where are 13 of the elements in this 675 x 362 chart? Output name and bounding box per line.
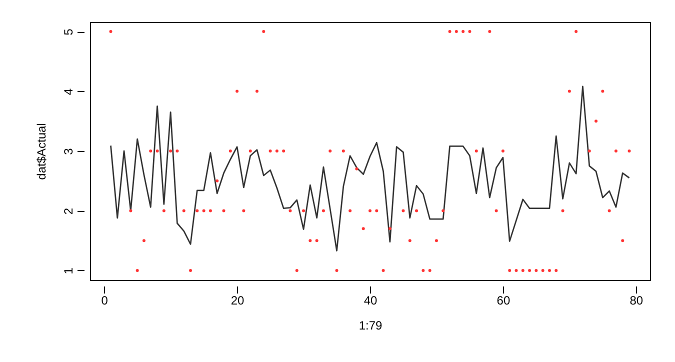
y-tick-label: 1	[62, 267, 76, 274]
x-axis-title: 1:79	[358, 318, 382, 332]
y-tick-label: 3	[62, 148, 76, 155]
y-tick-label: 4	[62, 88, 76, 96]
x-tick-label: 80	[630, 294, 644, 308]
x-tick-label: 40	[364, 294, 378, 308]
x-tick-label: 20	[230, 294, 245, 308]
line-series	[110, 86, 630, 252]
x-tick-label: 60	[496, 294, 510, 308]
y-tick-label: 5	[62, 28, 76, 36]
y-axis-title: dat$Actual	[34, 123, 48, 180]
x-tick-label: 0	[101, 294, 108, 308]
y-tick-label: 2	[62, 208, 76, 215]
